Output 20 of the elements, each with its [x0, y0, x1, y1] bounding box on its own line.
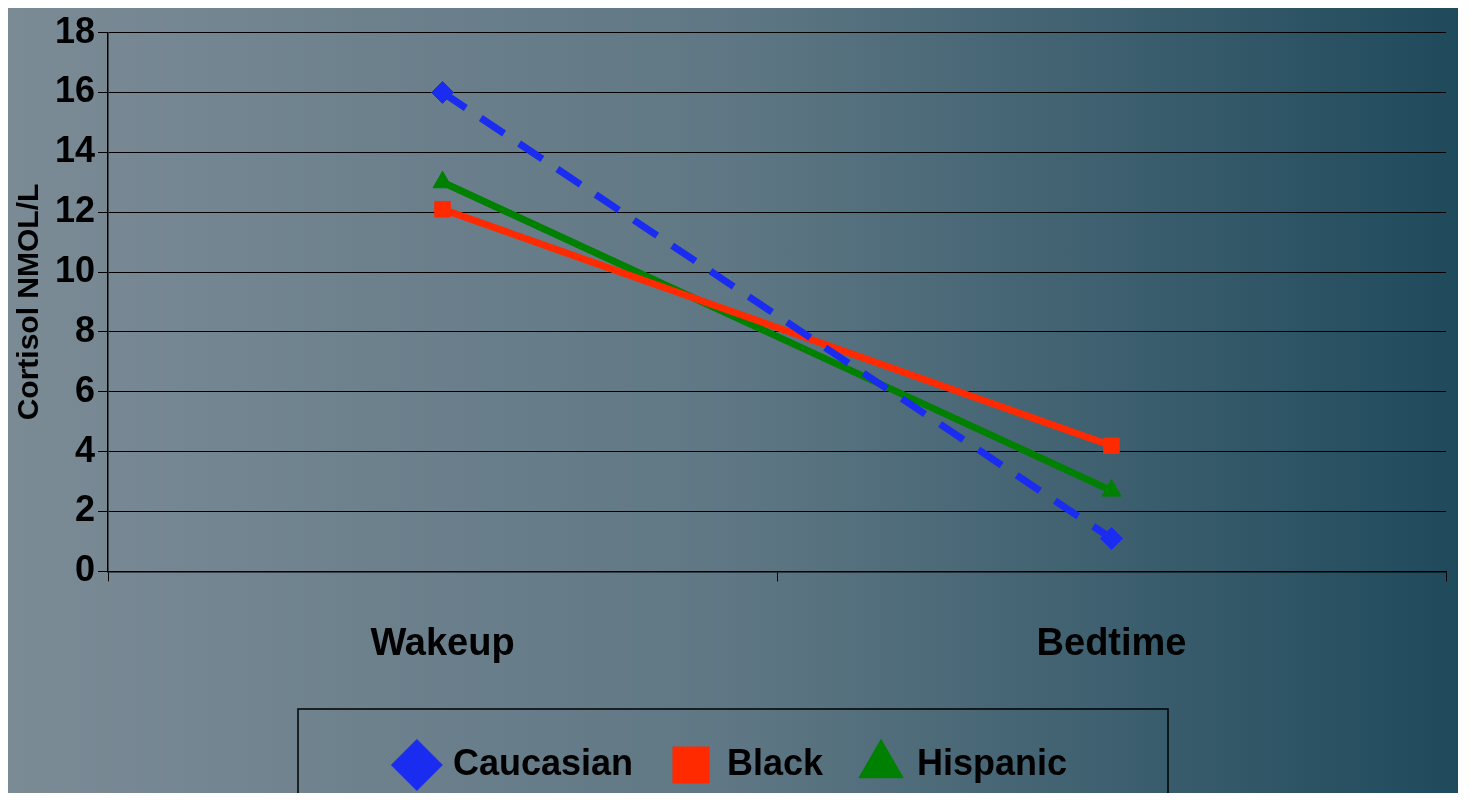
point	[1100, 526, 1124, 550]
legend-label: Hispanic	[917, 741, 1068, 783]
y-tick-label: 12	[55, 189, 96, 231]
y-tick-label: 6	[75, 368, 96, 410]
y-tick-label: 14	[55, 129, 96, 171]
x-tick-label: Bedtime	[1036, 620, 1187, 663]
y-tick-label: 10	[55, 248, 96, 290]
y-axis-title: Cortisol NMOL/L	[11, 183, 45, 421]
point	[431, 80, 455, 104]
legend-label: Caucasian	[452, 741, 633, 783]
y-tick-label: 8	[75, 308, 96, 350]
y-tick-label: 16	[55, 69, 96, 111]
legend-label: Black	[726, 741, 825, 783]
y-tick-label: 2	[75, 488, 96, 530]
x-tick-label: Wakeup	[370, 620, 515, 663]
y-tick-label: 0	[75, 548, 96, 590]
point	[1103, 437, 1120, 454]
y-tick-label: 4	[75, 428, 96, 470]
y-tick-label: 18	[55, 9, 96, 51]
point	[434, 200, 451, 218]
